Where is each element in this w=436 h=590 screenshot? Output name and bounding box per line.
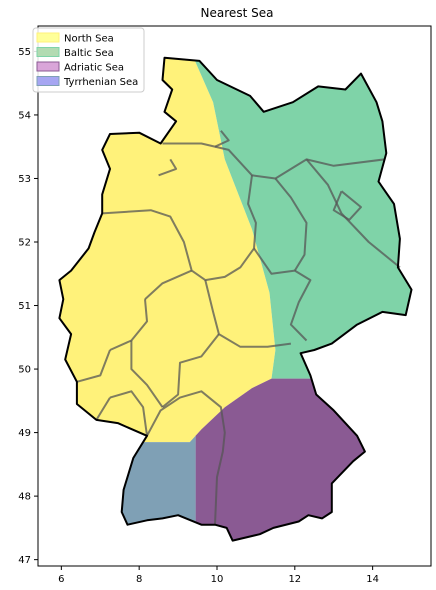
legend-swatch-baltic-sea — [36, 47, 60, 57]
state-border — [332, 190, 362, 221]
map-title: Nearest Sea — [201, 6, 274, 20]
state-border — [158, 158, 178, 177]
state-border — [95, 397, 111, 421]
state-border — [102, 175, 257, 282]
y-axis: 47 48 49 50 51 52 53 54 55 — [18, 47, 38, 566]
state-border — [214, 130, 230, 148]
x-tick-label: 10 — [211, 574, 224, 585]
x-tick-label: 8 — [136, 574, 142, 585]
y-tick-label: 52 — [18, 238, 31, 249]
x-axis: 6 8 10 12 14 — [58, 566, 379, 585]
y-tick-label: 47 — [18, 555, 31, 566]
legend-swatch-adriatic-sea — [36, 61, 60, 72]
y-tick-label: 48 — [18, 492, 31, 503]
state-border — [161, 333, 220, 408]
y-tick-label: 54 — [18, 110, 31, 121]
state-border — [130, 340, 164, 408]
y-tick-label: 55 — [18, 47, 31, 58]
y-tick-label: 49 — [18, 428, 31, 439]
legend-label: Tyrrhenian Sea — [63, 77, 138, 88]
state-border — [76, 349, 111, 383]
state-border — [274, 177, 308, 272]
state-border — [253, 247, 312, 342]
country-border — [58, 56, 413, 542]
legend-label: North Sea — [64, 34, 114, 45]
state-border — [162, 142, 385, 180]
state-border — [109, 299, 148, 351]
y-tick-label: 51 — [18, 301, 31, 312]
state-border — [109, 390, 148, 436]
y-tick-label: 50 — [18, 365, 31, 376]
country-border-layer — [58, 56, 413, 542]
x-tick-label: 12 — [288, 574, 301, 585]
y-tick-label: 53 — [18, 174, 31, 185]
legend-swatch-north-sea — [36, 32, 60, 43]
state-border — [144, 269, 193, 300]
axes-frame — [37, 25, 432, 567]
x-tick-label: 14 — [366, 574, 379, 585]
state-borders-layer — [76, 130, 401, 525]
state-border — [146, 390, 226, 525]
legend-swatch-tyrrhenian-sea — [36, 76, 60, 86]
x-tick-label: 6 — [58, 574, 64, 585]
legend-label: Baltic Sea — [64, 48, 114, 59]
state-border — [204, 279, 292, 348]
legend-label: Adriatic Sea — [64, 63, 124, 74]
state-border — [305, 158, 401, 269]
legend: North Sea Baltic Sea Adriatic Sea Tyrrhenia… — [32, 27, 145, 93]
legend-box — [32, 27, 145, 93]
